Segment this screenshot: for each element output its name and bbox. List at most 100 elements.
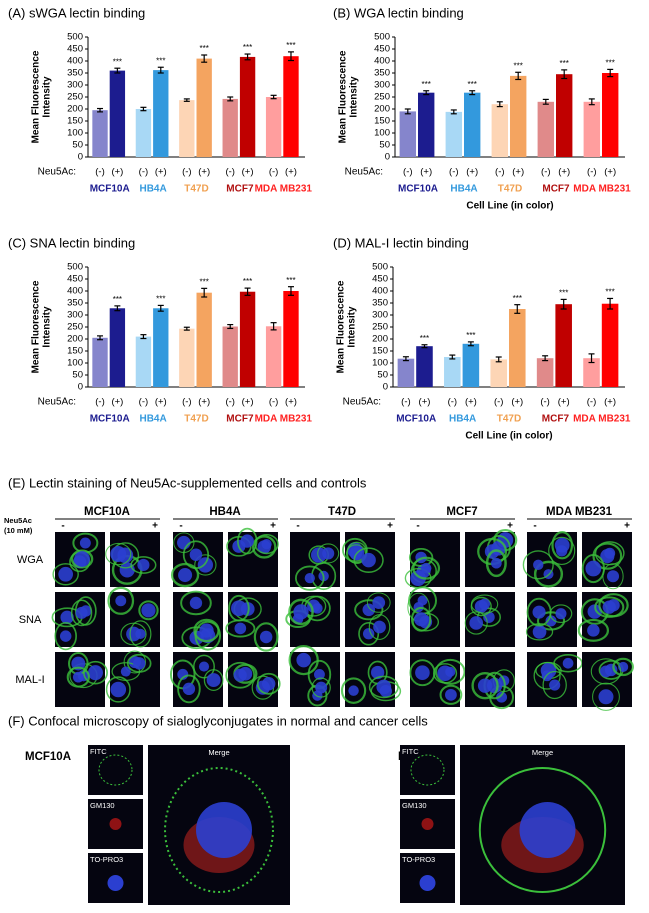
y-axis-label: Intensity: [347, 306, 358, 348]
significance: ***: [468, 80, 477, 89]
nucleus: [240, 534, 254, 548]
cell-membrane: [311, 677, 331, 698]
nucleus: [261, 538, 272, 550]
cell-membrane: [525, 623, 554, 641]
bar: [445, 111, 462, 157]
cell-membrane: [194, 554, 217, 576]
cell-membrane: [434, 658, 466, 685]
y-tick-label: 450: [372, 274, 388, 285]
bar: [556, 74, 573, 157]
y-axis-label: Intensity: [349, 76, 360, 118]
bar: [464, 92, 481, 157]
sign-label: (+): [558, 397, 570, 408]
cell-membrane: [193, 618, 220, 643]
bar: [179, 328, 195, 387]
cell-membrane: [253, 622, 279, 652]
stain: [419, 875, 436, 891]
cell-membrane: [228, 594, 250, 622]
category-label: MCF10A: [396, 414, 436, 425]
significance: ***: [466, 331, 475, 340]
bar: [583, 101, 600, 157]
sign-label: (-): [95, 397, 105, 408]
sign-label: (-): [587, 397, 597, 408]
bar: [509, 309, 526, 387]
nucleus: [74, 551, 90, 567]
cell-membrane: [52, 563, 79, 586]
nucleus: [135, 628, 146, 640]
nucleus: [549, 679, 561, 691]
sign-label: (+): [604, 167, 616, 178]
y-tick-label: 50: [379, 140, 390, 151]
sign-label: -: [416, 521, 419, 532]
cell-membrane: [368, 614, 391, 640]
y-tick-label: 450: [374, 44, 390, 55]
bar: [397, 358, 415, 387]
cell-membrane: [254, 533, 279, 555]
sign-label: (+): [511, 397, 523, 408]
cell-membrane: [551, 531, 574, 560]
significance: ***: [286, 41, 295, 50]
nucleus: [373, 620, 386, 634]
category-label: MDA MB231: [255, 414, 313, 425]
sign-label: (+): [242, 167, 254, 178]
significance: ***: [200, 44, 209, 53]
nucleus: [110, 681, 127, 698]
cell-membrane: [577, 618, 610, 642]
channel-label: TO-PRO3: [402, 855, 435, 864]
nucleus: [261, 677, 276, 691]
y-tick-label: 400: [372, 286, 388, 297]
y-tick-label: 450: [67, 44, 83, 55]
nucleus: [372, 596, 386, 609]
bar: [92, 337, 108, 387]
y-tick-label: 300: [374, 80, 390, 91]
nucleus: [362, 628, 375, 640]
nucleus: [197, 557, 214, 573]
significance: ***: [286, 276, 295, 285]
stain: [107, 875, 124, 891]
significance: ***: [559, 289, 568, 298]
y-tick-label: 350: [67, 298, 83, 309]
cell-membrane: [590, 658, 622, 685]
sign-label: (-): [448, 397, 458, 408]
sign-label: (-): [403, 167, 413, 178]
y-tick-label: 450: [67, 274, 83, 285]
cell-membrane: [225, 661, 256, 689]
y-axis-label: Intensity: [42, 306, 53, 348]
sign-label: (-): [182, 397, 192, 408]
row-header: (10 mM): [4, 526, 33, 535]
nucleus: [71, 656, 86, 671]
sign-label: +: [507, 521, 513, 532]
column-header: HB4A: [209, 506, 240, 518]
nucleus: [177, 668, 189, 680]
cell-membrane: [471, 671, 499, 700]
nucleus: [532, 605, 546, 619]
sign-label: (-): [269, 167, 279, 178]
sign-label: +: [624, 521, 630, 532]
bar: [222, 98, 238, 157]
column-header: MCF7: [446, 506, 477, 518]
y-tick-label: 150: [372, 346, 388, 357]
sign-label: (-): [95, 167, 105, 178]
cell-membrane: [594, 541, 625, 566]
category-label: MCF7: [542, 184, 570, 195]
bar: [109, 308, 126, 387]
nucleus: [496, 691, 508, 703]
y-tick-label: 0: [78, 152, 83, 163]
bar: [536, 358, 554, 387]
channel-label: FITC: [90, 747, 107, 756]
sign-label: (+): [466, 167, 478, 178]
nucleus: [587, 604, 602, 619]
nucleus: [196, 802, 252, 858]
y-tick-label: 150: [67, 116, 83, 127]
nucleus: [132, 657, 146, 670]
bar: [555, 304, 572, 387]
cell-membrane: [433, 663, 458, 684]
significance: ***: [514, 61, 523, 70]
x-prefix-label: Neu5Ac:: [343, 397, 381, 408]
nucleus: [72, 671, 84, 683]
x-prefix-label: Neu5Ac:: [345, 167, 383, 178]
bar: [462, 343, 480, 387]
nucleus: [115, 595, 127, 607]
nucleus: [532, 624, 547, 639]
nucleus: [75, 606, 88, 619]
